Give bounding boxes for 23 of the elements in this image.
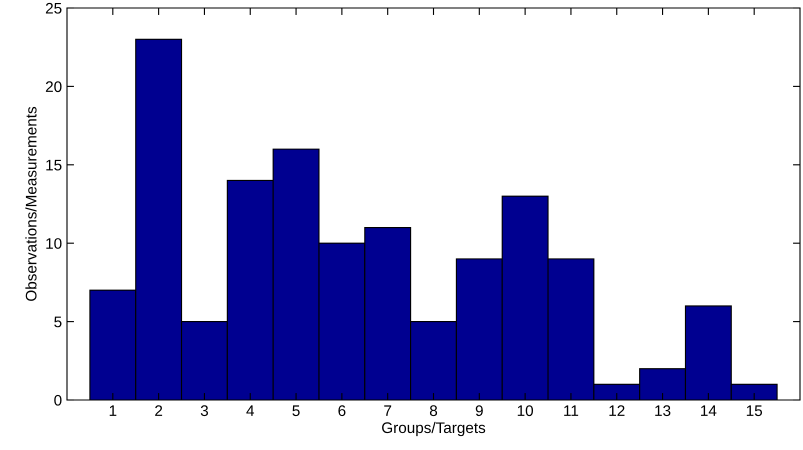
x-tick-label: 15 — [746, 405, 762, 416]
x-tick-label: 8 — [430, 405, 438, 416]
y-tick-label: 10 — [46, 238, 62, 249]
x-tick-label: 6 — [338, 405, 346, 416]
x-tick-label: 3 — [200, 405, 208, 416]
x-tick-label: 10 — [518, 405, 534, 416]
y-tick-label: 0 — [54, 394, 62, 406]
x-tick-label: 13 — [655, 405, 670, 416]
y-tick-label: 5 — [54, 316, 62, 328]
x-tick-label: 7 — [384, 405, 392, 416]
x-tick-label: 12 — [609, 405, 624, 416]
y-tick-label: 15 — [46, 160, 62, 170]
y-tick-label: 20 — [46, 81, 62, 92]
x-tick-label: 14 — [701, 405, 716, 416]
x-tick-label: 11 — [564, 405, 578, 416]
x-tick-label: 9 — [476, 405, 483, 416]
x-tick-label: 1 — [110, 405, 116, 416]
x-tick-label: 4 — [246, 405, 254, 416]
y-axis-title: Observations/Measurements — [25, 106, 37, 301]
x-axis-title: Groups/Targets — [382, 422, 486, 436]
y-tick-label: 25 — [46, 2, 62, 14]
x-tick-label: 5 — [292, 405, 300, 416]
x-tick-label: 2 — [155, 405, 162, 416]
